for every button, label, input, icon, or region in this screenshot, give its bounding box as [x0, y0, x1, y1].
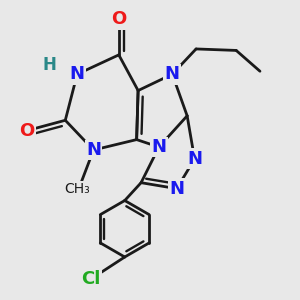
Text: N: N [187, 150, 202, 168]
Text: H: H [42, 56, 56, 74]
Text: N: N [152, 138, 166, 156]
Text: N: N [165, 65, 180, 83]
Text: Cl: Cl [81, 270, 100, 288]
Text: O: O [19, 122, 34, 140]
Text: N: N [70, 65, 85, 83]
Text: O: O [111, 10, 126, 28]
Text: N: N [169, 180, 184, 198]
Text: CH₃: CH₃ [64, 182, 90, 196]
Text: N: N [86, 141, 101, 159]
